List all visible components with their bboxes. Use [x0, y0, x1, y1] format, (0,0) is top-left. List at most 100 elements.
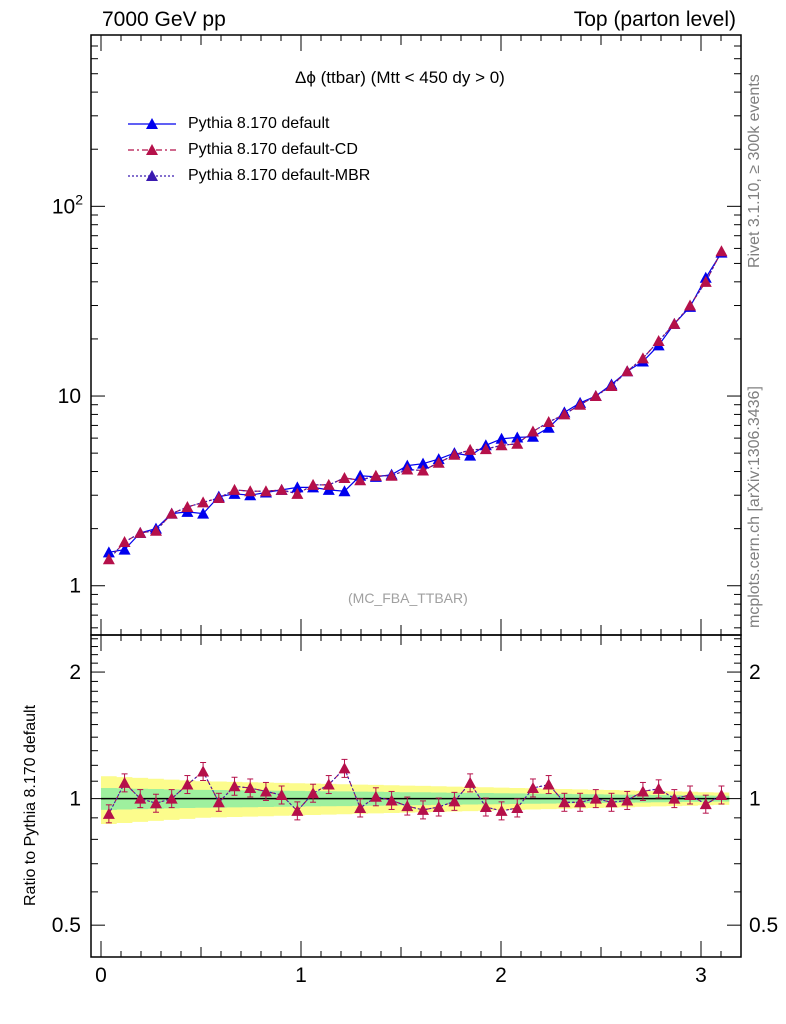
- data-point: [291, 487, 304, 499]
- data-point: [228, 483, 241, 495]
- ratio-data-point: [479, 801, 492, 813]
- data-point: [181, 501, 194, 513]
- data-point: [668, 317, 681, 329]
- ratio-data-point: [385, 794, 398, 806]
- data-point: [118, 536, 131, 548]
- x-tick-label: 2: [495, 964, 507, 987]
- ratio-frame: [90, 634, 742, 958]
- data-point: [652, 335, 665, 347]
- data-point: [165, 507, 178, 519]
- data-point: [197, 507, 210, 519]
- ratio-y-tick-label-left: 0.5: [52, 914, 81, 937]
- data-point: [338, 485, 351, 497]
- legend-label-cd: Pythia 8.170 default-CD: [188, 141, 358, 158]
- ratio-y-tick-label-right: 0.5: [749, 914, 778, 937]
- x-tick-label: 1: [295, 964, 307, 987]
- data-point: [605, 379, 618, 391]
- ratio-y-axis-label: Ratio to Pythia 8.170 default: [22, 704, 39, 906]
- data-point: [636, 352, 649, 364]
- data-point: [369, 469, 382, 481]
- ratio-data-point: [354, 801, 367, 813]
- ratio-y-tick-label-left: 2: [69, 661, 81, 684]
- data-point: [244, 485, 257, 497]
- ratio-data-point: [401, 800, 414, 812]
- legend-marker-1: [146, 144, 158, 155]
- data-point: [511, 431, 524, 443]
- data-point: [495, 439, 508, 451]
- ratio-data-point: [684, 788, 697, 800]
- data-point: [558, 408, 571, 420]
- data-point: [574, 398, 587, 410]
- data-point: [322, 478, 335, 490]
- ratio-data-point: [699, 798, 712, 810]
- analysis-watermark: (MC_FBA_TTBAR): [348, 590, 468, 606]
- ratio-data-point: [197, 765, 210, 777]
- ratio-data-point: [102, 807, 115, 819]
- ratio-data-point: [259, 785, 272, 797]
- ratio-data-point: [652, 782, 665, 794]
- data-point: [511, 437, 524, 449]
- series-line-1: [108, 250, 723, 560]
- data-point: [699, 275, 712, 287]
- data-point: [417, 464, 430, 476]
- ratio-data-point: [181, 778, 194, 790]
- data-point: [275, 483, 288, 495]
- ratio-y-tick-label-left: 1: [69, 788, 81, 811]
- ratio-data-point: [307, 787, 320, 799]
- ratio-data-point: [715, 788, 728, 800]
- main-y-tick-label: 1: [69, 575, 81, 598]
- ratio-y-tick-label-right: 1: [749, 788, 761, 811]
- legend-label-default: Pythia 8.170 default: [188, 115, 330, 132]
- data-point: [715, 245, 728, 257]
- ratio-data-point: [338, 762, 351, 774]
- data-point: [212, 492, 225, 504]
- header-left-label: 7000 GeV pp: [102, 8, 226, 31]
- ratio-data-point: [558, 796, 571, 808]
- x-tick-label: 0: [95, 964, 107, 987]
- data-point: [542, 421, 555, 433]
- ratio-data-point: [495, 804, 508, 816]
- ratio-data-point: [275, 788, 288, 800]
- data-point: [401, 463, 414, 475]
- data-point: [448, 448, 461, 460]
- ratio-data-point: [165, 792, 178, 804]
- data-point: [338, 471, 351, 483]
- data-point: [259, 485, 272, 497]
- ratio-y-tick-label-right: 2: [749, 661, 761, 684]
- ratio-data-point: [149, 797, 162, 809]
- data-point: [542, 415, 555, 427]
- ratio-data-point: [228, 780, 241, 792]
- header-right-label: Top (parton level): [573, 8, 736, 31]
- data-point: [495, 432, 508, 444]
- main-panel: 1 10 102: [52, 34, 742, 636]
- data-point: [464, 449, 477, 461]
- data-point: [134, 526, 147, 538]
- legend-marker-0: [146, 118, 158, 129]
- ratio-data-point: [212, 796, 225, 808]
- ratio-data-point: [417, 803, 430, 815]
- ratio-data-point: [134, 792, 147, 804]
- rivet-version-label: Rivet 3.1.10, ≥ 300k events: [746, 74, 763, 268]
- data-point: [291, 481, 304, 493]
- data-point: [526, 425, 539, 437]
- ratio-data-point: [291, 804, 304, 816]
- data-point: [307, 478, 320, 490]
- ratio-data-point: [432, 801, 445, 813]
- ratio-series-line-1: [108, 767, 722, 815]
- data-point: [684, 299, 697, 311]
- data-point: [464, 443, 477, 455]
- data-point: [621, 365, 634, 377]
- data-point: [102, 553, 115, 565]
- main-y-tick-label: 102: [52, 191, 83, 218]
- data-point: [102, 546, 115, 558]
- data-point: [479, 443, 492, 455]
- legend-marker-2: [146, 170, 158, 181]
- ratio-data-point: [621, 794, 634, 806]
- ratio-data-point: [511, 801, 524, 813]
- plot-title: Δϕ (ttbar) (Mtt < 450 dy > 0): [295, 68, 505, 87]
- ratio-data-point: [589, 792, 602, 804]
- mcplots-reference-label: mcplots.cern.ch [arXiv:1306.3436]: [746, 386, 763, 628]
- ratio-data-point: [244, 781, 257, 793]
- x-tick-label: 3: [695, 964, 707, 987]
